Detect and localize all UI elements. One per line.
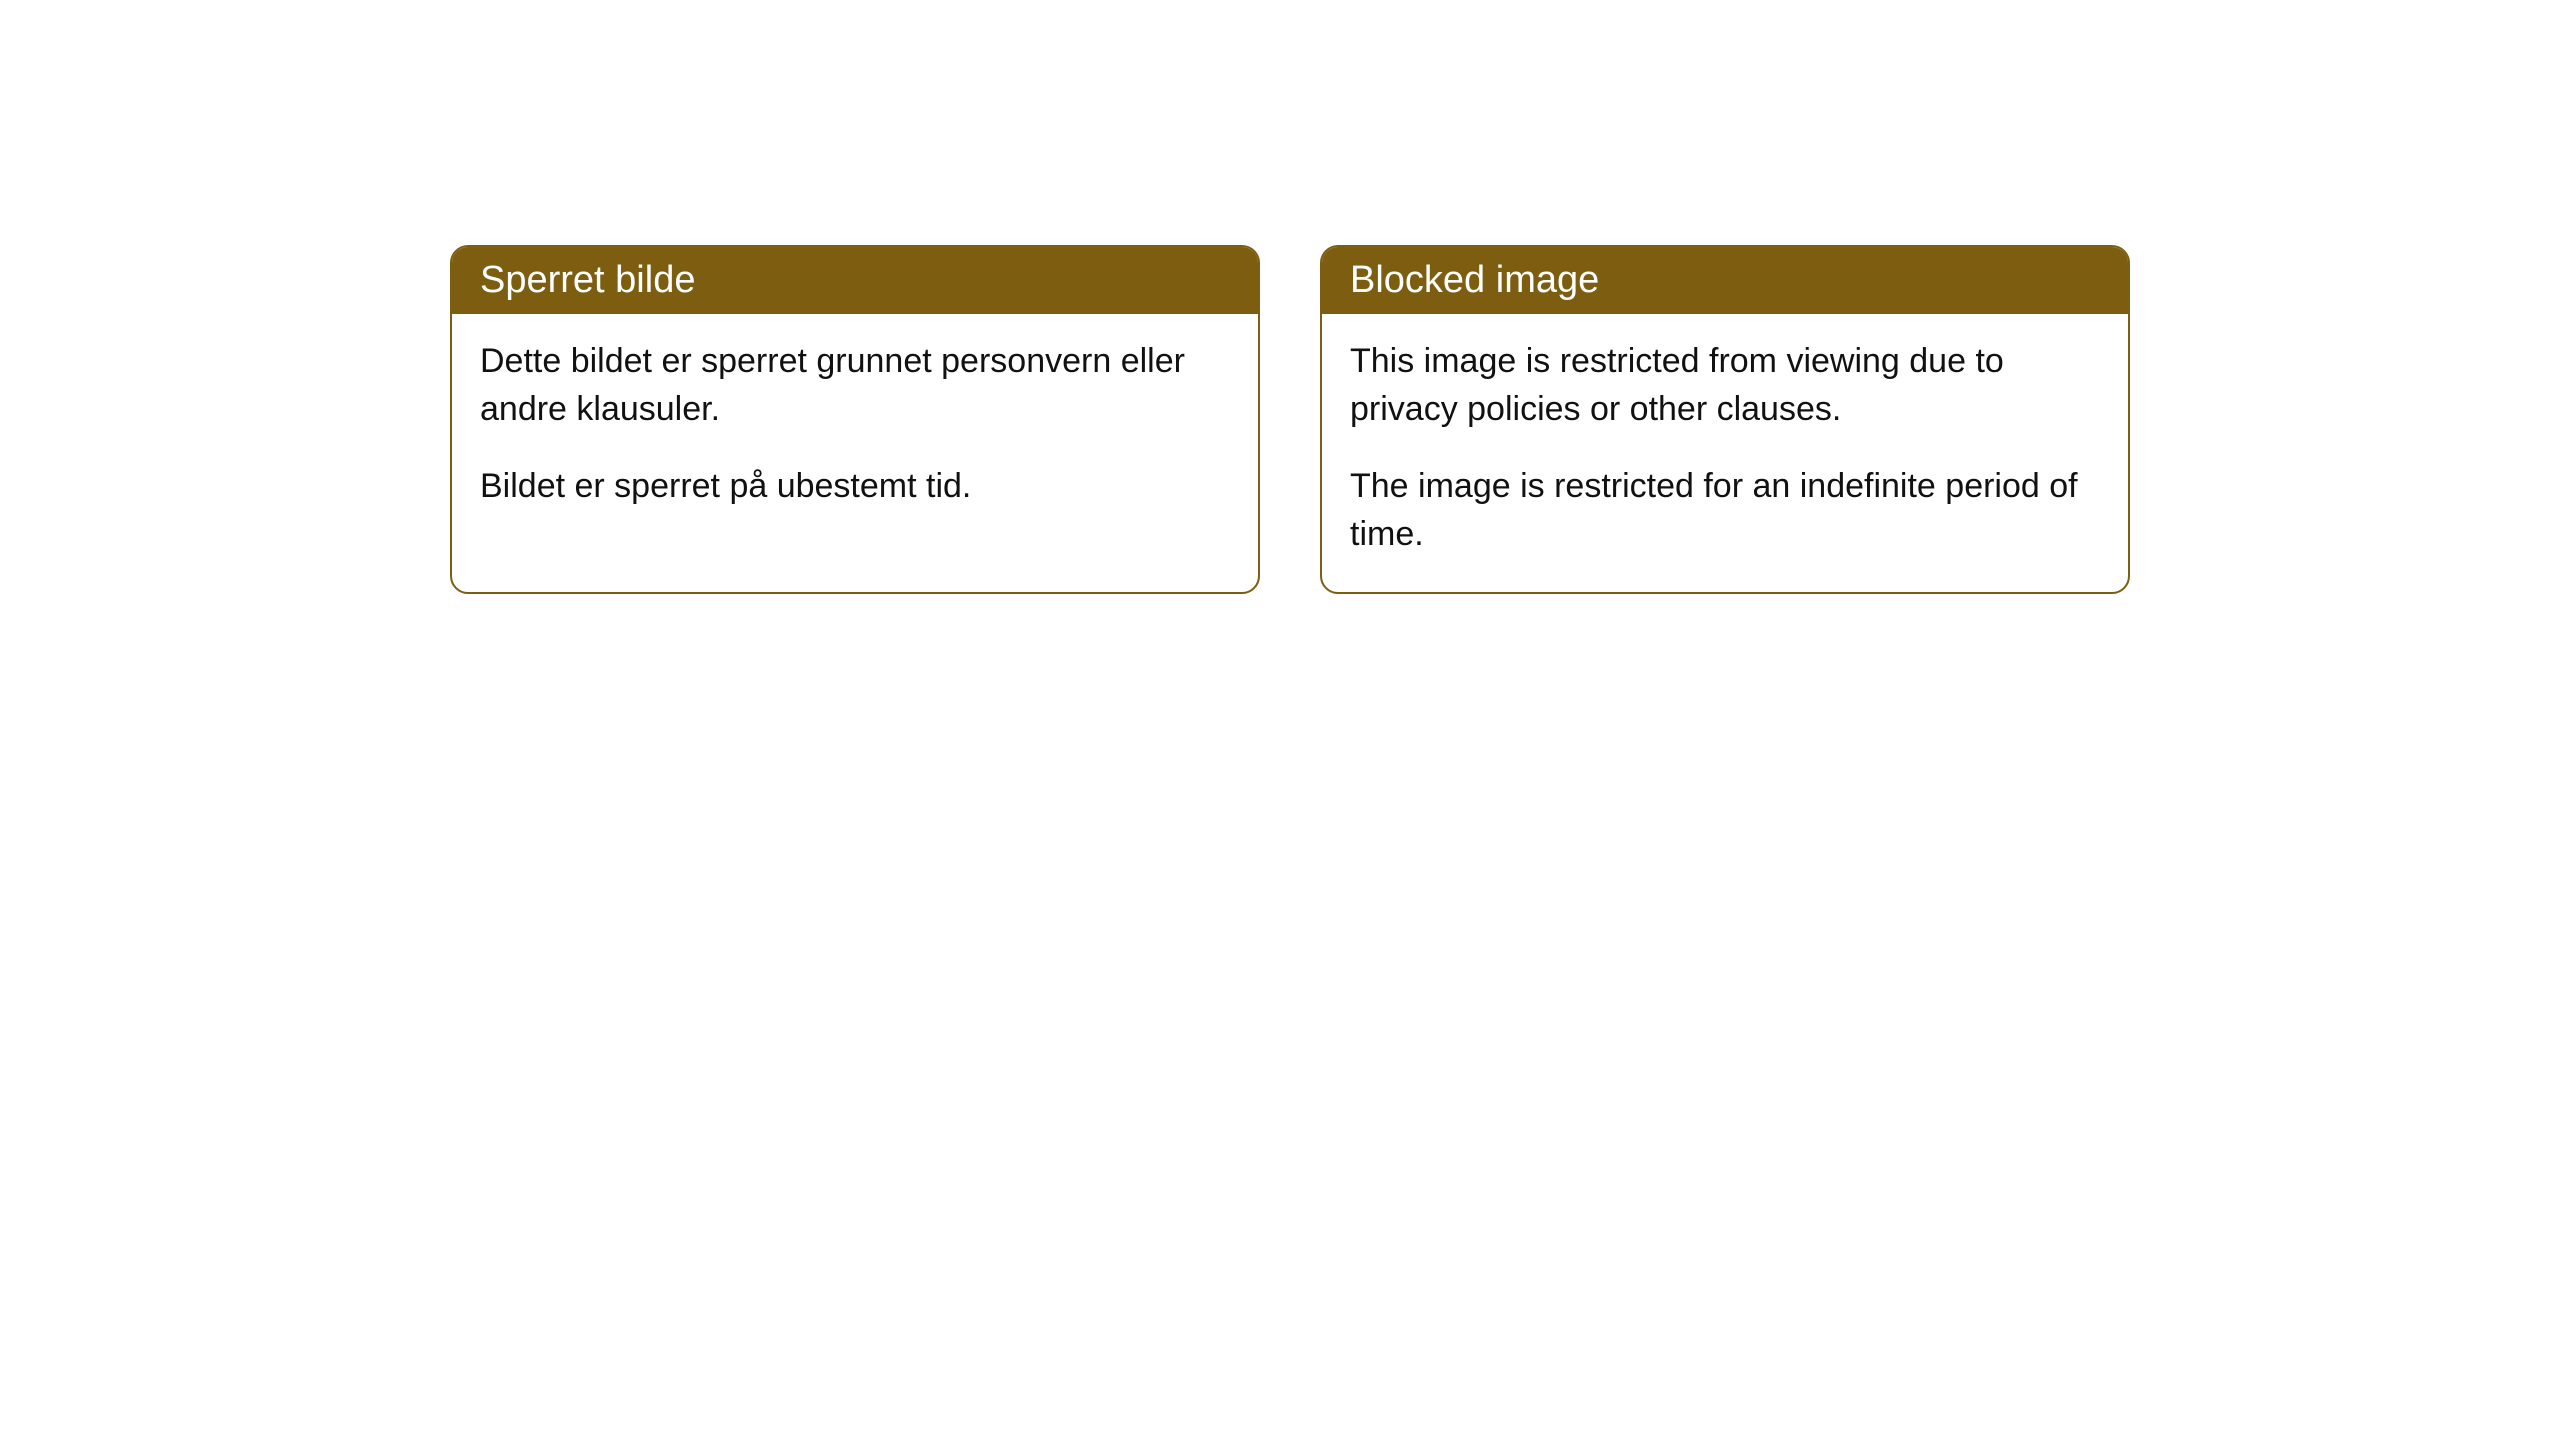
card-title: Sperret bilde	[480, 259, 695, 301]
card-header-norwegian: Sperret bilde	[452, 247, 1258, 314]
cards-container: Sperret bilde Dette bildet er sperret gr…	[450, 245, 2560, 594]
card-paragraph-1: Dette bildet er sperret grunnet personve…	[480, 338, 1230, 433]
blocked-image-card-english: Blocked image This image is restricted f…	[1320, 245, 2130, 594]
card-body-english: This image is restricted from viewing du…	[1322, 314, 2128, 592]
card-paragraph-1: This image is restricted from viewing du…	[1350, 338, 2100, 433]
card-paragraph-2: Bildet er sperret på ubestemt tid.	[480, 463, 1230, 511]
blocked-image-card-norwegian: Sperret bilde Dette bildet er sperret gr…	[450, 245, 1260, 594]
card-header-english: Blocked image	[1322, 247, 2128, 314]
card-body-norwegian: Dette bildet er sperret grunnet personve…	[452, 314, 1258, 545]
card-title: Blocked image	[1350, 259, 1599, 301]
card-paragraph-2: The image is restricted for an indefinit…	[1350, 463, 2100, 558]
